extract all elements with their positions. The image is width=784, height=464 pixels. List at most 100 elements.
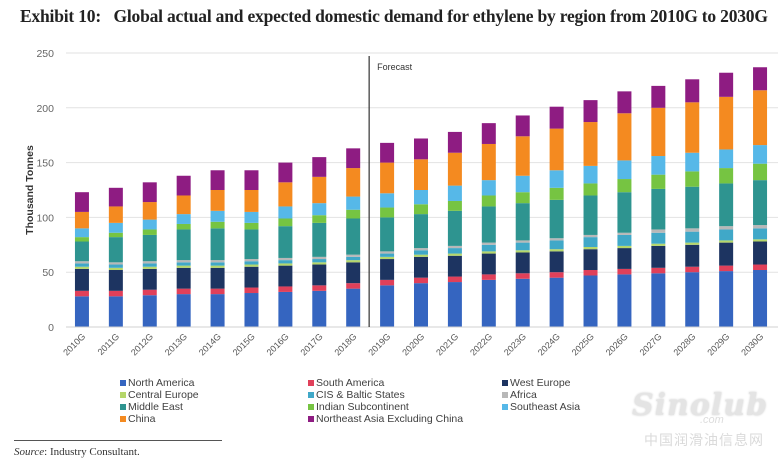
bar-segment [244, 211, 259, 223]
bar-segment [414, 138, 428, 160]
x-axis-ticks: 2010G 2011G 2012G 2013G 2014G 2015G 2016G 2017G… [61, 331, 765, 357]
bar-segment [549, 170, 564, 188]
source-text: : Industry Consultant. [44, 446, 140, 458]
legend-swatch [120, 416, 126, 422]
bar-segment [108, 290, 123, 297]
bar-segment [447, 152, 462, 186]
bar-segment [380, 253, 395, 257]
bar-segment [210, 228, 225, 261]
bar-segment [447, 210, 462, 246]
legend-item: Africa [502, 389, 537, 401]
bar-segment [176, 267, 191, 289]
bar-segment [74, 228, 89, 238]
bar-segment [312, 259, 327, 263]
bar-segment [414, 250, 428, 255]
bar-segment [719, 149, 734, 169]
bar-segment [549, 277, 564, 327]
bar-segment [244, 170, 259, 190]
bar-stack [447, 131, 462, 327]
bar-segment [447, 255, 462, 277]
bar-segment [278, 260, 293, 264]
bar-segment [74, 263, 89, 267]
bar-segment [481, 253, 496, 275]
bar-segment [753, 90, 768, 146]
bar-segment [617, 232, 632, 235]
stacked-bar-chart: 0 50 100 150 200 250 2010G 2011G 2012G 2013G 2014… [24, 48, 778, 358]
x-tick-label: 2023G [502, 331, 528, 357]
legend-label: South America [316, 377, 385, 389]
bar-segment [481, 143, 496, 181]
bar-segment [549, 128, 564, 171]
bar-segment [515, 192, 530, 204]
bar-segment [108, 296, 123, 327]
bar-segment [685, 102, 700, 153]
bar-segment [108, 206, 123, 223]
bar-segment [108, 187, 123, 207]
bar-segment [583, 249, 598, 271]
bar-segment [278, 263, 293, 266]
bar-segment [753, 225, 768, 229]
bar-segment [447, 276, 462, 283]
bar-segment [515, 278, 530, 327]
bar-segment [719, 271, 734, 327]
bar-segment [346, 218, 361, 255]
bar-stack [380, 142, 395, 327]
x-tick-label: 2017G [299, 331, 325, 357]
bar-segment [651, 107, 666, 157]
bar-segment [515, 136, 530, 176]
bar-segment [346, 260, 361, 263]
bar-segment [142, 261, 157, 264]
bar-segment [142, 263, 157, 267]
bar-segment [414, 283, 428, 327]
bar-segment [346, 254, 361, 257]
x-tick-label: 2025G [570, 331, 596, 357]
x-tick-label: 2011G [96, 331, 122, 357]
bar-segment [549, 240, 564, 250]
bar-stack [346, 148, 361, 327]
bar-segment [753, 239, 768, 242]
bar-segment [210, 221, 225, 229]
bar-segment [617, 274, 632, 327]
bar-segment [651, 188, 666, 230]
bar-segment [312, 290, 327, 327]
x-tick-label: 2030G [739, 331, 765, 357]
bar-stack [651, 85, 666, 327]
bar-segment [142, 219, 157, 230]
bar-segment [108, 267, 123, 271]
legend-label: Northeast Asia Excluding China [316, 413, 464, 425]
bar-segment [346, 209, 361, 219]
bar-stack [617, 91, 632, 327]
bar-segment [244, 259, 259, 262]
bar-segment [685, 244, 700, 267]
bar-segment [414, 277, 428, 284]
bar-segment [380, 217, 395, 252]
bar-segment [74, 290, 89, 297]
y-tick-label: 100 [36, 212, 54, 224]
bar-segment [210, 262, 225, 266]
bar-segment [380, 207, 395, 218]
bar-segment [447, 282, 462, 327]
bar-segment [685, 266, 700, 273]
bar-segment [278, 265, 293, 287]
legend-label: Central Europe [128, 389, 199, 401]
bar-segment [549, 251, 564, 273]
x-tick-label: 2018G [332, 331, 358, 357]
bar-segment [447, 253, 462, 256]
legend-swatch [308, 416, 314, 422]
bar-segment [447, 200, 462, 211]
bar-segment [380, 193, 395, 208]
bar-segment [549, 106, 564, 129]
bar-segment [414, 214, 428, 249]
bar-segment [515, 203, 530, 241]
bar-segment [278, 206, 293, 219]
bar-segment [549, 199, 564, 239]
x-tick-label: 2022G [468, 331, 494, 357]
bar-segment [108, 237, 123, 263]
bar-segment [651, 229, 666, 233]
legend-swatch [308, 404, 314, 410]
bar-segment [481, 206, 496, 243]
bar-segment [210, 267, 225, 289]
bar-segment [176, 229, 191, 261]
bar-segment [312, 157, 327, 177]
bar-segment [719, 229, 734, 241]
